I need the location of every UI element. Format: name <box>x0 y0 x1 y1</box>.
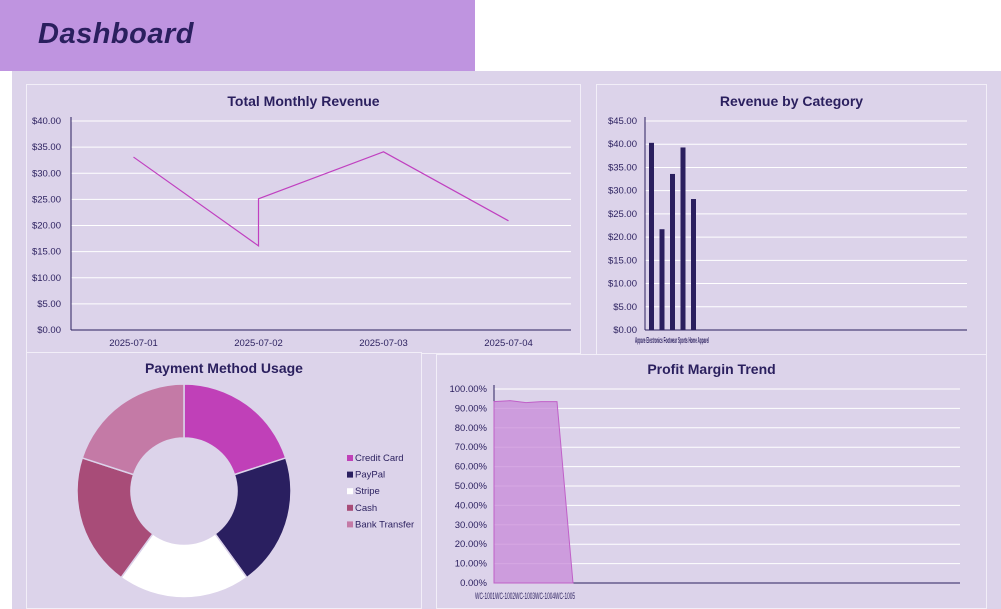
y-tick-label: 30.00% <box>455 520 488 531</box>
y-tick-label: $45.00 <box>608 116 637 127</box>
y-tick-label: 80.00% <box>455 423 488 434</box>
y-tick-label: $30.00 <box>32 168 61 179</box>
y-tick-label: $15.00 <box>608 255 637 266</box>
legend-label: Cash <box>355 503 377 514</box>
bar-chart: $0.00 $5.00 $10.00 $15.00 $20.00 $25.00 $30.00… <box>608 116 967 345</box>
profit-area-chart-panel: Profit Margin Trend 0.00% 10.00% 20.00% 30.… <box>436 354 987 609</box>
legend-swatch <box>347 504 353 511</box>
page-title: Dashboard <box>38 18 194 50</box>
donut-slice <box>214 456 292 579</box>
y-tick-label: 50.00% <box>455 481 488 492</box>
y-tick-label: 10.00% <box>455 559 488 570</box>
chart-title: Total Monthly Revenue <box>227 93 380 109</box>
y-tick-label: $40.00 <box>608 139 637 150</box>
series-area <box>493 400 574 584</box>
y-tick-label: $25.00 <box>608 209 637 220</box>
x-tick-label: 2025-07-01 <box>109 338 158 349</box>
y-tick-label: $15.00 <box>32 247 61 258</box>
chart-title: Payment Method Usage <box>145 360 303 376</box>
donut-chart: Credit Card PayPal Stripe Cash Bank Transfer <box>76 383 414 599</box>
legend-swatch <box>347 521 353 528</box>
legend-swatch <box>347 455 353 461</box>
legend-swatch <box>347 471 353 478</box>
legend-label: Stripe <box>355 486 380 497</box>
bar <box>659 229 665 330</box>
y-tick-label: $35.00 <box>32 142 61 153</box>
donut-slice <box>183 383 287 476</box>
legend-swatch <box>347 488 353 495</box>
legend-label: Credit Card <box>355 453 404 464</box>
donut-slice <box>81 383 185 476</box>
y-tick-label: 40.00% <box>455 500 488 511</box>
y-tick-label: $10.00 <box>32 273 61 284</box>
category-bar-chart-panel: Revenue by Category $0.00 $5.00 $10.00 $15.… <box>596 84 987 356</box>
y-tick-label: $20.00 <box>608 232 637 243</box>
revenue-line-chart-panel: Total Monthly Revenue $0.00 $5.00 $10.00 $1… <box>26 84 581 354</box>
y-tick-label: $30.00 <box>608 186 637 197</box>
x-tick-labels-overlapping: Appare Electronics Footwear Sports Home … <box>635 335 709 345</box>
series-line <box>133 151 509 248</box>
y-tick-label: 20.00% <box>455 539 488 550</box>
donut-slice <box>76 456 154 579</box>
title-bar: Dashboard <box>0 0 475 71</box>
y-tick-label: $0.00 <box>613 325 637 336</box>
y-tick-label: $40.00 <box>32 116 61 127</box>
legend-label: PayPal <box>355 470 385 481</box>
y-tick-label: $10.00 <box>608 279 637 290</box>
bar <box>691 199 696 330</box>
x-tick-label: 2025-07-04 <box>484 338 533 349</box>
x-tick-labels-overlapping: WC-1001WC-1002WC-1003WC-1004WC-1005 <box>475 591 575 601</box>
chart-title: Profit Margin Trend <box>647 361 776 377</box>
line-chart: $0.00 $5.00 $10.00 $15.00 $20.00 $25.00 $30.00… <box>32 116 571 349</box>
y-tick-label: $5.00 <box>37 299 61 310</box>
y-tick-label: $0.00 <box>37 325 61 336</box>
bar <box>649 142 654 330</box>
legend-label: Bank Transfer <box>355 519 414 530</box>
donut-slice <box>120 532 248 599</box>
y-tick-label: $35.00 <box>608 162 637 173</box>
bar <box>670 173 675 330</box>
y-tick-label: 0.00% <box>460 578 487 589</box>
y-tick-label: $25.00 <box>32 194 61 205</box>
bar <box>680 147 686 330</box>
y-tick-label: $20.00 <box>32 221 61 232</box>
y-tick-label: 70.00% <box>455 442 488 453</box>
chart-title: Revenue by Category <box>719 93 864 109</box>
x-tick-label: 2025-07-03 <box>359 338 408 349</box>
y-tick-label: 90.00% <box>455 403 488 414</box>
payment-donut-chart-panel: Payment Method Usage Credit Card PayPal St… <box>26 352 422 609</box>
area-chart: 0.00% 10.00% 20.00% 30.00% 40.00% 50.00% 60.00… <box>449 384 960 601</box>
y-tick-label: 60.00% <box>455 462 488 473</box>
y-tick-label: $5.00 <box>613 302 637 313</box>
x-tick-label: 2025-07-02 <box>234 338 283 349</box>
y-tick-label: 100.00% <box>449 384 487 395</box>
